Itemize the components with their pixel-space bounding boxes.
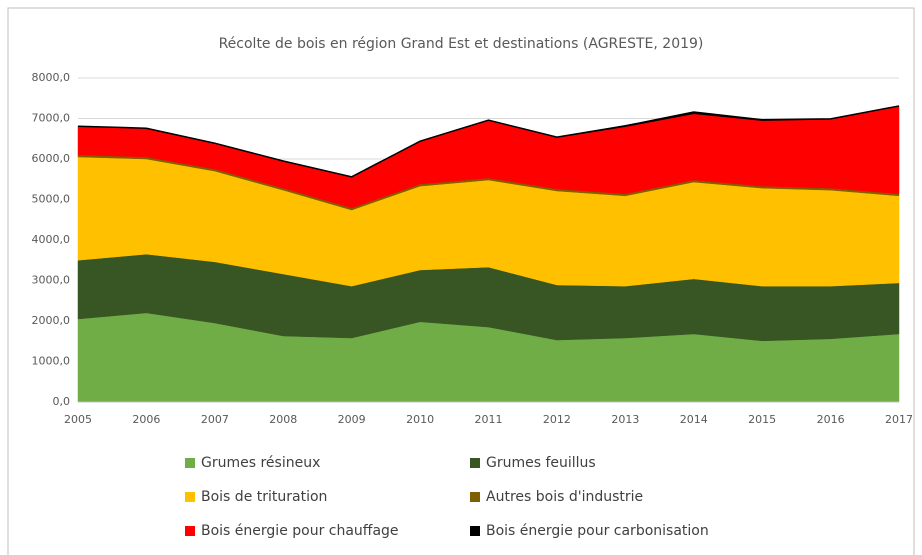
- y-tick-label: 2000,0: [32, 314, 71, 327]
- x-tick-label: 2007: [201, 413, 229, 426]
- x-tick-label: 2008: [269, 413, 297, 426]
- legend-label: Bois énergie pour carbonisation: [486, 523, 709, 539]
- x-tick-label: 2011: [475, 413, 503, 426]
- x-tick-label: 2016: [817, 413, 845, 426]
- legend-label: Grumes résineux: [201, 455, 320, 471]
- y-tick-label: 0,0: [53, 395, 71, 408]
- x-tick-label: 2005: [64, 413, 92, 426]
- x-tick-label: 2012: [543, 413, 571, 426]
- x-tick-label: 2010: [406, 413, 434, 426]
- legend-label: Autres bois d'industrie: [486, 489, 643, 505]
- area: [77, 105, 900, 178]
- chart-title: Récolte de bois en région Grand Est et d…: [219, 36, 704, 52]
- y-tick-label: 6000,0: [32, 152, 71, 165]
- x-tick-label: 2013: [611, 413, 639, 426]
- y-tick-label: 5000,0: [32, 193, 71, 206]
- x-tick-label: 2009: [338, 413, 366, 426]
- x-tick-label: 2017: [885, 413, 913, 426]
- legend-swatch: [470, 458, 480, 468]
- y-tick-label: 7000,0: [32, 112, 71, 125]
- legend-swatch: [185, 458, 195, 468]
- y-tick-label: 1000,0: [32, 355, 71, 368]
- x-tick-label: 2014: [680, 413, 708, 426]
- legend-swatch: [470, 492, 480, 502]
- legend-swatch: [185, 526, 195, 536]
- y-tick-label: 3000,0: [32, 274, 71, 287]
- x-tick-label: 2015: [748, 413, 776, 426]
- x-tick-label: 2006: [132, 413, 160, 426]
- legend-swatch: [470, 526, 480, 536]
- legend-label: Bois énergie pour chauffage: [201, 523, 399, 539]
- y-tick-label: 4000,0: [32, 233, 71, 246]
- y-tick-label: 8000,0: [32, 71, 71, 84]
- legend-label: Grumes feuillus: [486, 455, 596, 471]
- legend-label: Bois de trituration: [201, 489, 327, 505]
- legend-swatch: [185, 492, 195, 502]
